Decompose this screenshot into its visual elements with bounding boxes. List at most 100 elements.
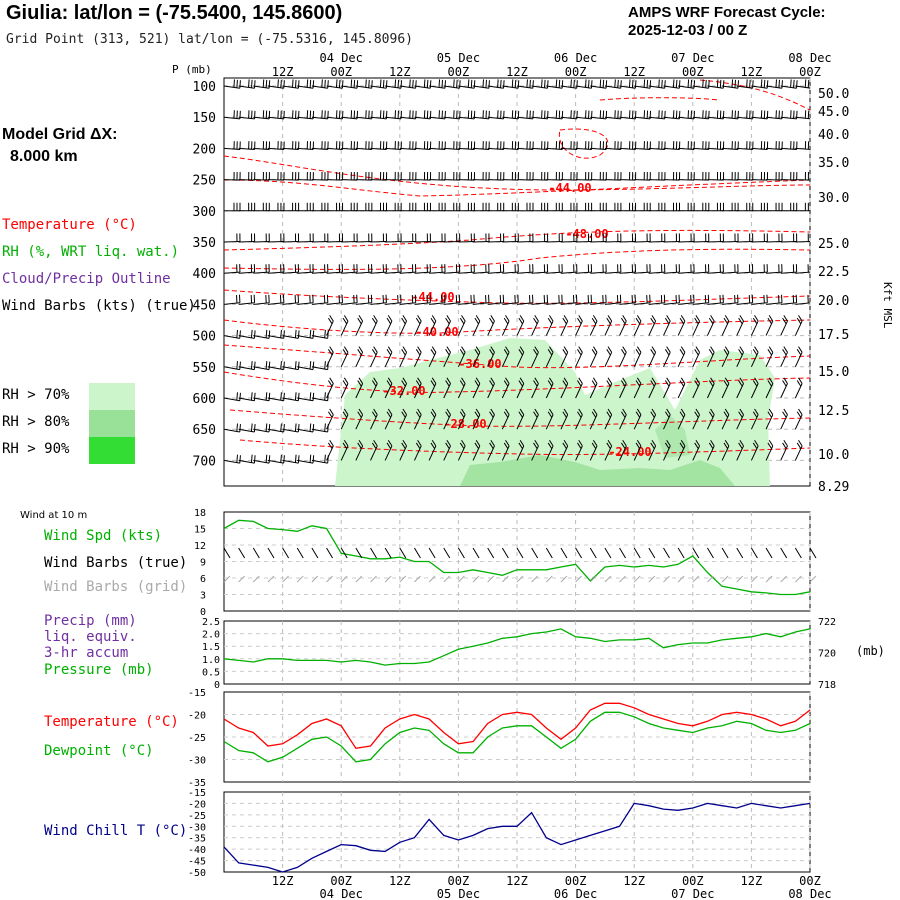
top-hour-label: 12Z <box>272 65 294 79</box>
wind-barb <box>590 271 607 274</box>
temperature-contour-label: -24.00 <box>608 445 651 459</box>
wind-barb-flag <box>357 349 362 356</box>
wind-barb-flag <box>324 423 326 432</box>
wind-barb-flag <box>503 442 509 449</box>
wind-barb <box>370 179 387 181</box>
wind-barb-flag <box>768 439 774 447</box>
grid-wind-barb <box>282 575 289 583</box>
wind-barb-flag <box>373 377 378 384</box>
rh80-area <box>460 455 735 486</box>
wind-barb-flag <box>324 454 326 463</box>
wind-barb <box>809 179 810 181</box>
wind-barb-flag <box>578 377 583 384</box>
wind-barb <box>238 428 255 433</box>
wind-barb <box>443 414 451 430</box>
grid-wind-barb <box>677 575 685 583</box>
wind-barb <box>589 383 598 399</box>
wind-barb-flag <box>401 317 406 325</box>
wind-barb <box>648 320 657 336</box>
surface-wind-barb <box>443 547 451 559</box>
wind-barb <box>722 271 739 274</box>
wind-barb <box>736 271 753 274</box>
wind-barb-flag <box>265 329 268 338</box>
wind-barb-flag <box>445 380 450 387</box>
wind-barb-flag <box>649 80 652 89</box>
surface-wind-barb <box>370 547 377 559</box>
wind-barb-flag <box>694 349 699 356</box>
wind-barb-flag <box>467 79 470 88</box>
wind-barb <box>326 352 334 368</box>
wind-barb <box>751 302 768 305</box>
wind-barb <box>619 240 636 243</box>
wind-barb-flag <box>475 377 481 384</box>
wind-barb-flag <box>687 79 690 88</box>
legend-wind: Wind Barbs (kts) (true) <box>2 298 196 314</box>
wind-barb <box>648 271 665 274</box>
wind-panel-header: Wind at 10 m <box>20 510 88 521</box>
rh80-swatch <box>89 410 135 437</box>
bottom-hour-label: 12Z <box>741 874 763 888</box>
wind-barb-flag <box>382 79 385 88</box>
wind-barb-flag <box>617 79 619 88</box>
wind-barb-flag <box>329 346 334 353</box>
wind-barb <box>355 414 364 430</box>
wind-barb-flag <box>695 377 700 384</box>
wind-barb <box>311 85 328 89</box>
surface-wind-barb <box>677 547 685 559</box>
top-hour-label: 00Z <box>330 65 352 79</box>
wind-barb <box>238 85 255 89</box>
wind-barb-flag <box>547 317 553 325</box>
wind-barb <box>663 85 680 89</box>
wind-barb-flag <box>358 315 364 322</box>
wind-barb-flag <box>798 439 803 447</box>
wind-barb <box>765 116 783 120</box>
wind-barb <box>560 116 577 120</box>
wind-barb <box>677 383 686 399</box>
grid-wind-barb <box>223 575 231 583</box>
wind-barb-flag <box>306 79 309 88</box>
wind-barb <box>765 414 774 430</box>
wind-barb <box>267 302 284 305</box>
wind-barb <box>677 352 686 368</box>
wind-barb-flag <box>813 315 817 321</box>
wind-barb <box>590 116 607 120</box>
wind-barb-flag <box>723 380 729 387</box>
wind-barb <box>619 271 636 274</box>
wind-barb <box>663 147 680 151</box>
wind-barb-flag <box>562 380 567 387</box>
wind-barb-flag <box>708 317 714 325</box>
wind-barb <box>751 147 768 151</box>
legend-dew: Dewpoint (°C) <box>44 743 154 759</box>
wind-barb-flag <box>519 439 525 447</box>
wind-barb <box>634 271 651 274</box>
surface-wind-barb <box>604 547 612 559</box>
kft-tick-label: 12.5 <box>818 404 849 419</box>
wind-barb <box>238 271 255 274</box>
top-hour-label: 12Z <box>506 65 528 79</box>
wind-barb <box>663 271 680 274</box>
wind-barb <box>224 240 241 243</box>
chill-y-tick: -40 <box>188 845 206 856</box>
wind-barb-flag <box>782 317 787 325</box>
kft-tick-label: 35.0 <box>818 156 849 171</box>
cycle-value: 2025-12-03 / 00 Z <box>628 22 748 39</box>
wind-barb-flag <box>599 79 602 88</box>
wind-barb-flag <box>562 411 567 418</box>
wind-barb-flag <box>592 439 598 447</box>
wind-barb <box>736 414 744 430</box>
wind-barb-flag <box>250 454 253 463</box>
wind-barb <box>297 335 314 339</box>
wind-barb-flag <box>327 455 329 464</box>
wind-barb-flag <box>343 439 349 447</box>
wind-barb-flag <box>607 315 613 322</box>
wind-barb-flag <box>587 79 590 88</box>
wind-barb-flag <box>796 80 798 89</box>
wind-barb-flag <box>312 80 315 89</box>
wind-barb <box>794 352 803 368</box>
wind-barb-flag <box>666 377 671 384</box>
wind-barb <box>795 179 810 181</box>
wind-barb <box>399 179 416 181</box>
wind-barb <box>253 147 270 151</box>
temperature-contour-label: -48.00 <box>565 227 608 241</box>
precip-y-tick: 0 <box>214 680 220 691</box>
